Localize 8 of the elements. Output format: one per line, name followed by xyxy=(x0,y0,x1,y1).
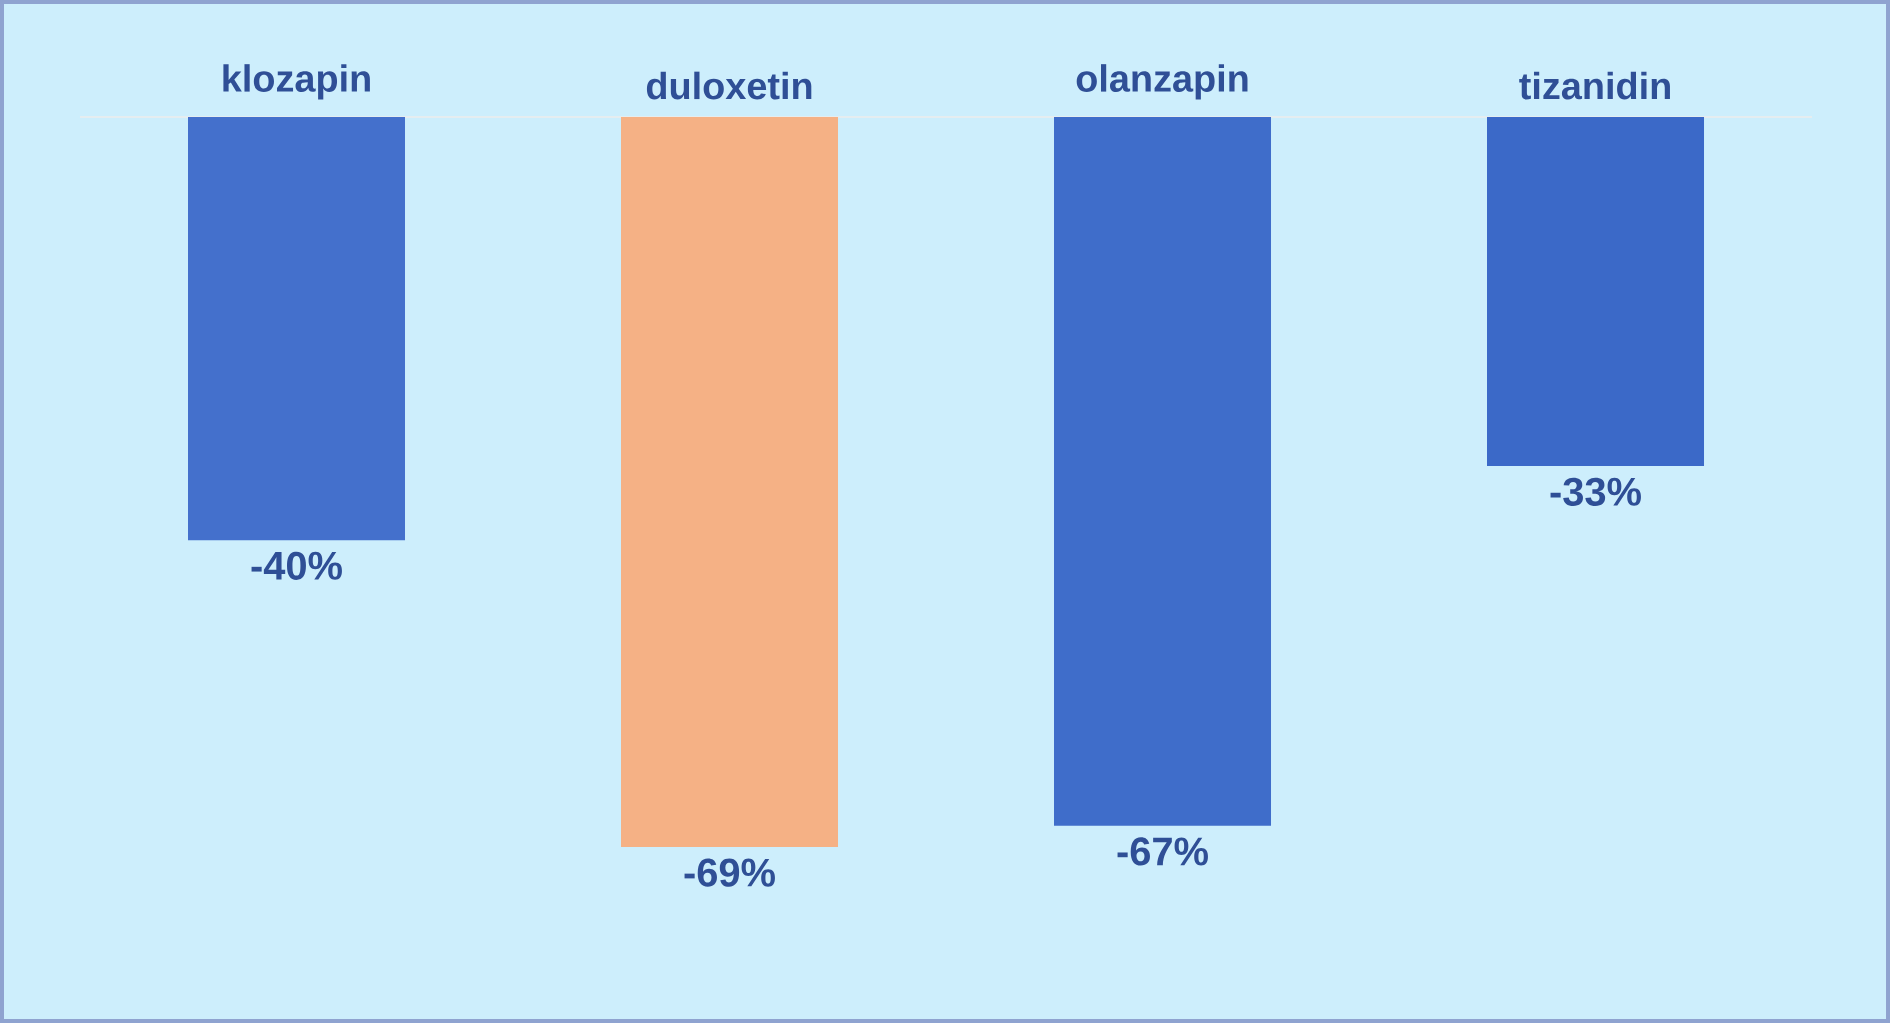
data-label: -67% xyxy=(1117,837,1208,866)
x-tick-label: klozapin xyxy=(223,64,370,100)
x-tick-label: tizanidin xyxy=(1519,71,1670,100)
x-tick-label: olanzapin xyxy=(1076,64,1248,100)
data-label: -40% xyxy=(251,551,342,580)
data-label: -69% xyxy=(684,858,775,887)
x-tick-label: duloxetin xyxy=(646,71,812,100)
data-label: -33% xyxy=(1550,477,1641,506)
